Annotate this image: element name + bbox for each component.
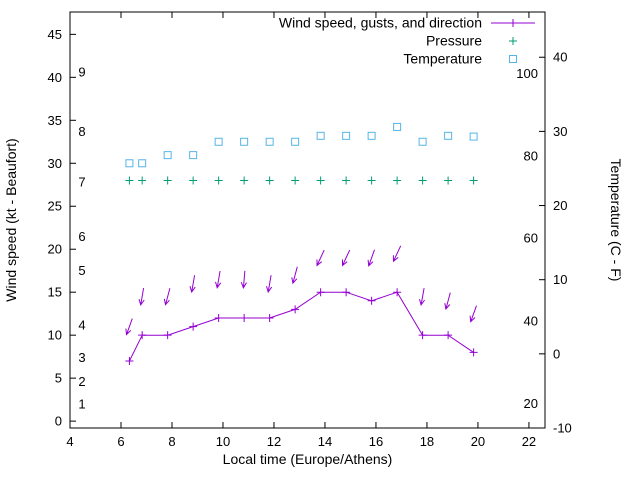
y-axis-right: -10 0 10 20 30 40 20 40 60 80 100 bbox=[516, 50, 572, 436]
legend-label: Wind speed, gusts, and direction bbox=[279, 15, 482, 31]
legend-label: Temperature bbox=[403, 51, 482, 67]
x-tick-label: 4 bbox=[66, 434, 73, 449]
beaufort-label: 3 bbox=[78, 350, 85, 365]
x-tick-label: 6 bbox=[117, 434, 124, 449]
beaufort-label: 6 bbox=[78, 229, 85, 244]
x-axis: 4 6 8 10 12 14 16 18 20 22 bbox=[66, 12, 536, 449]
fahrenheit-label: 100 bbox=[516, 66, 538, 81]
knots-tick-label: 45 bbox=[48, 27, 62, 42]
beaufort-label: 2 bbox=[78, 374, 85, 389]
celsius-tick-label: 0 bbox=[553, 346, 560, 361]
x-axis-title: Local time (Europe/Athens) bbox=[223, 451, 393, 467]
knots-tick-label: 20 bbox=[48, 242, 62, 257]
knots-tick-label: 15 bbox=[48, 285, 62, 300]
knots-tick-label: 0 bbox=[55, 414, 62, 429]
knots-tick-label: 25 bbox=[48, 199, 62, 214]
beaufort-label: 5 bbox=[78, 263, 85, 278]
wind-speed-series bbox=[125, 288, 478, 365]
temperature-series bbox=[125, 122, 478, 168]
plot-border bbox=[69, 11, 546, 429]
beaufort-label: 7 bbox=[78, 175, 85, 190]
legend: Wind speed, gusts, and direction Pressure… bbox=[279, 15, 535, 67]
celsius-tick-label: -10 bbox=[553, 421, 572, 436]
x-tick-label: 20 bbox=[471, 434, 485, 449]
x-tick-label: 12 bbox=[267, 434, 281, 449]
knots-tick-label: 5 bbox=[55, 371, 62, 386]
beaufort-label: 1 bbox=[78, 396, 85, 411]
celsius-tick-label: 10 bbox=[553, 272, 567, 287]
y-axis-right-title: Temperature (C - F) bbox=[608, 159, 624, 282]
fahrenheit-label: 20 bbox=[524, 396, 538, 411]
pressure-series bbox=[125, 176, 478, 185]
celsius-tick-label: 40 bbox=[553, 50, 567, 65]
fahrenheit-label: 40 bbox=[524, 314, 538, 329]
x-tick-label: 14 bbox=[318, 434, 332, 449]
x-tick-label: 10 bbox=[216, 434, 230, 449]
knots-tick-label: 40 bbox=[48, 70, 62, 85]
fahrenheit-label: 80 bbox=[524, 148, 538, 163]
x-tick-label: 22 bbox=[522, 434, 536, 449]
x-tick-label: 18 bbox=[420, 434, 434, 449]
y-axis-left-title: Wind speed (kt - Beaufort) bbox=[3, 138, 19, 301]
knots-tick-label: 35 bbox=[48, 113, 62, 128]
knots-tick-label: 10 bbox=[48, 328, 62, 343]
beaufort-label: 8 bbox=[78, 124, 85, 139]
x-tick-label: 8 bbox=[168, 434, 175, 449]
x-tick-label: 16 bbox=[369, 434, 383, 449]
celsius-tick-label: 20 bbox=[553, 198, 567, 213]
fahrenheit-label: 60 bbox=[524, 231, 538, 246]
celsius-tick-label: 30 bbox=[553, 124, 567, 139]
knots-tick-label: 30 bbox=[48, 156, 62, 171]
beaufort-label: 4 bbox=[78, 317, 85, 332]
legend-label: Pressure bbox=[426, 33, 482, 49]
beaufort-label: 9 bbox=[78, 65, 85, 80]
wind-gust-direction-arrows bbox=[125, 245, 477, 336]
